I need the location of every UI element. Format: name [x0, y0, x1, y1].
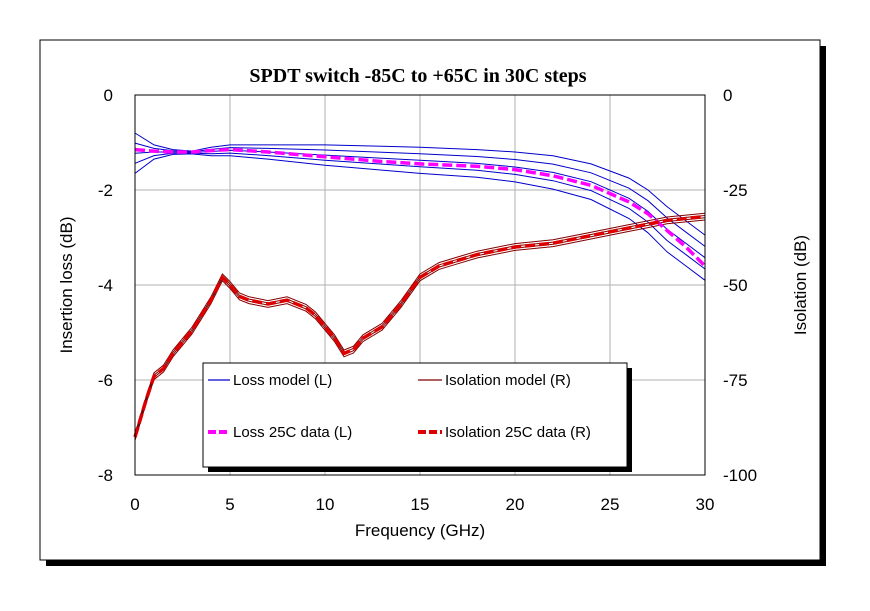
legend-label-isolation-model: Isolation model (R) [445, 372, 571, 389]
series-layer [133, 132, 707, 441]
isolation-model-curve [134, 212, 706, 434]
legend-label-loss-model: Loss model (L) [233, 372, 332, 389]
isolation-25c-data-line [133, 214, 706, 438]
legend: Loss model (L) Isolation model (R) Loss … [202, 362, 632, 472]
legend-label-loss-data: Loss 25C data (L) [233, 424, 352, 441]
x-tick-label: 25 [601, 495, 620, 514]
plot-area [134, 94, 706, 476]
loss-25c-data-line [134, 147, 707, 268]
y-left-tick-label: 0 [104, 86, 113, 105]
legend-box [202, 362, 628, 468]
chart-frame [39, 39, 821, 561]
x-axis-ticks: 0 5 10 15 20 25 30 [130, 495, 714, 514]
x-tick-label: 5 [225, 495, 234, 514]
x-tick-label: 30 [696, 495, 715, 514]
x-tick-label: 10 [316, 495, 335, 514]
y-left-tick-label: -2 [98, 181, 113, 200]
x-tick-label: 15 [411, 495, 430, 514]
legend-label-isolation-data: Isolation 25C data (R) [445, 424, 591, 441]
y-right-tick-label: -100 [723, 466, 757, 485]
x-tick-label: 20 [506, 495, 525, 514]
loss-model-curve [134, 153, 706, 281]
y-left-tick-label: -4 [98, 276, 113, 295]
y-left-axis-label: Insertion loss (dB) [57, 217, 76, 354]
chart-title: SPDT switch -85C to +65C in 30C steps [249, 65, 586, 87]
y-right-tick-label: -75 [723, 371, 748, 390]
y-right-axis-label: Isolation (dB) [791, 235, 810, 335]
y-right-tick-label: 0 [723, 86, 732, 105]
x-axis-label: Frequency (GHz) [355, 521, 485, 540]
isolation-model-curve [134, 219, 706, 441]
y-left-axis-ticks: 0 -2 -4 -6 -8 [98, 86, 113, 485]
y-right-tick-label: -50 [723, 276, 748, 295]
y-right-axis-ticks: 0 -25 -50 -75 -100 [723, 86, 757, 485]
x-tick-label: 0 [130, 495, 139, 514]
y-left-tick-label: -6 [98, 371, 113, 390]
y-left-tick-label: -8 [98, 466, 113, 485]
y-right-tick-label: -25 [723, 181, 748, 200]
